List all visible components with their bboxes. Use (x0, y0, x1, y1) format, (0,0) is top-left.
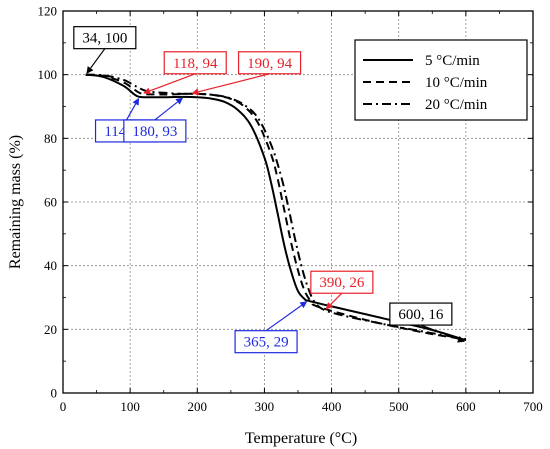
annotation: 180, 93 (123, 97, 187, 143)
annotation-arrow-head (175, 97, 184, 105)
x-tick-label: 300 (255, 399, 275, 414)
y-tick-label: 0 (51, 386, 58, 401)
annotation-arrow-head (86, 66, 94, 74)
annotation-label: 365, 29 (244, 335, 289, 351)
x-tick-label: 100 (120, 399, 140, 414)
annotation: 390, 26 (310, 270, 374, 310)
annotation-arrow-head (457, 335, 465, 343)
legend-label-2: 10 °C/min (425, 75, 488, 91)
y-tick-label: 20 (44, 322, 57, 337)
annotation-arrow-line (330, 292, 343, 306)
annotation-arrow-head (325, 302, 333, 310)
annotation-arrow-head (191, 88, 200, 96)
annotation: 190, 94 (191, 51, 302, 96)
legend-label-1: 5 °C/min (425, 53, 480, 69)
x-tick-label: 700 (523, 399, 543, 414)
annotation-arrow-head (132, 97, 140, 106)
y-tick-label: 60 (44, 195, 57, 210)
annotation-arrow-line (149, 73, 196, 92)
annotation-label: 180, 93 (132, 124, 177, 140)
legend-label-3: 20 °C/min (425, 97, 488, 113)
annotation-box (234, 330, 298, 354)
x-tick-label: 200 (188, 399, 208, 414)
annotation: 365, 29 (234, 301, 308, 354)
annotation-box (73, 26, 137, 50)
annotation-arrow-line (154, 101, 178, 121)
annotation: 34, 100 (73, 26, 137, 74)
x-axis-title: Temperature (°C) (245, 430, 357, 447)
x-tick-label: 0 (60, 399, 67, 414)
axis-ticks: 0 100 200 300 400 500 600 700 0 20 40 60 80 100 120 (38, 4, 543, 415)
annotation-label: 118, 94 (173, 56, 218, 72)
annotation-arrow-line (265, 304, 302, 332)
y-tick-label: 80 (44, 131, 57, 146)
x-tick-label: 600 (456, 399, 476, 414)
annotation-arrow-line (198, 73, 270, 93)
legend-box (354, 39, 528, 121)
annotation: 118, 94 (143, 51, 227, 95)
annotation-box (163, 51, 227, 75)
annotation-arrow-line (420, 324, 459, 340)
x-tick-label: 500 (389, 399, 409, 414)
x-tick-label: 400 (322, 399, 342, 414)
y-tick-label: 100 (38, 67, 58, 82)
y-tick-label: 40 (44, 258, 57, 273)
y-axis-title: Remaining mass (%) (7, 135, 24, 269)
annotation-label: 190, 94 (247, 56, 293, 72)
y-tick-label: 120 (38, 4, 58, 19)
annotation-arrow-line (126, 103, 137, 121)
annotation-arrow-line (90, 48, 106, 69)
series-line-2 (85, 73, 467, 341)
legend: 5 °C/min 10 °C/min 20 °C/min (354, 39, 528, 121)
annotation-label: 600, 16 (398, 307, 444, 323)
annotation: 600, 16 (389, 302, 465, 343)
annotation-arrow-head (299, 301, 308, 309)
annotation-arrow-head (143, 87, 151, 95)
annotation-label: 34, 100 (82, 31, 127, 47)
annotation-label: 390, 26 (319, 275, 365, 291)
